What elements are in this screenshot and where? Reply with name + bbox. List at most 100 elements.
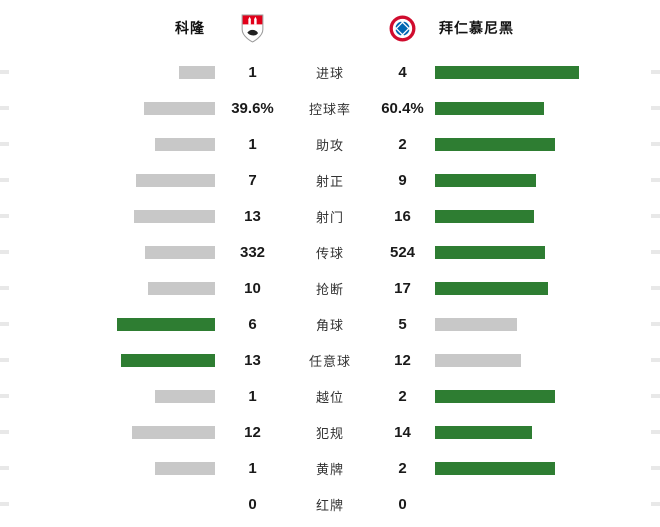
away-stat-value: 524 — [389, 243, 416, 261]
home-stat-value: 7 — [248, 171, 257, 189]
row-edge-right — [651, 358, 660, 362]
stat-label: 红牌 — [315, 497, 344, 513]
home-stat-value: 12 — [244, 423, 261, 441]
row-edge-right — [651, 466, 660, 470]
home-stat-bar — [131, 425, 215, 439]
row-edge-right — [651, 430, 660, 434]
stat-row: 6 角球 5 — [0, 306, 660, 342]
stat-row: 13 射门 16 — [0, 198, 660, 234]
stat-row: 12 犯规 14 — [0, 414, 660, 450]
row-edge-right — [651, 106, 660, 110]
row-edge-left — [0, 250, 9, 254]
home-stat-value: 1 — [248, 63, 257, 81]
row-edge-left — [0, 430, 9, 434]
home-stat-value: 1 — [248, 387, 257, 405]
stat-row: 1 越位 2 — [0, 378, 660, 414]
home-stat-value: 13 — [244, 351, 261, 369]
home-stat-value: 39.6% — [231, 99, 274, 117]
stat-row: 1 进球 4 — [0, 54, 660, 90]
stat-label: 任意球 — [308, 353, 351, 369]
row-edge-left — [0, 394, 9, 398]
home-stat-value: 13 — [244, 207, 261, 225]
home-team-name: 科隆 — [175, 20, 205, 36]
stat-row: 332 传球 524 — [0, 234, 660, 270]
row-edge-right — [651, 142, 660, 146]
home-stat-bar — [145, 245, 215, 259]
stat-label: 越位 — [315, 389, 344, 405]
home-stat-bar — [148, 281, 215, 295]
home-stat-bar — [143, 101, 215, 115]
row-edge-right — [651, 322, 660, 326]
away-stat-value: 2 — [398, 387, 407, 405]
away-stat-value: 60.4% — [381, 99, 424, 117]
row-edge-left — [0, 358, 9, 362]
away-team-name: 拜仁慕尼黑 — [439, 20, 514, 36]
away-stat-value: 14 — [394, 423, 411, 441]
away-stat-value: 5 — [398, 315, 407, 333]
away-stat-value: 12 — [394, 351, 411, 369]
stat-row: 39.6% 控球率 60.4% — [0, 90, 660, 126]
away-stat-value: 16 — [394, 207, 411, 225]
home-stat-bar — [121, 353, 215, 367]
row-edge-left — [0, 286, 9, 290]
stats-rows: 1 进球 4 39.6% 控球率 60.4% — [0, 54, 660, 522]
home-stat-bar — [136, 173, 215, 187]
home-stat-value: 332 — [239, 243, 266, 261]
stat-label: 黄牌 — [315, 461, 344, 477]
row-edge-left — [0, 106, 9, 110]
stats-header: 科隆 — [0, 2, 660, 54]
away-stat-bar — [435, 65, 579, 79]
away-stat-value: 17 — [394, 279, 411, 297]
away-stat-value: 0 — [398, 495, 407, 513]
stat-row: 7 射正 9 — [0, 162, 660, 198]
row-edge-right — [651, 214, 660, 218]
row-edge-left — [0, 142, 9, 146]
row-edge-right — [651, 286, 660, 290]
row-edge-left — [0, 322, 9, 326]
stat-label: 控球率 — [308, 101, 351, 117]
stat-row: 1 黄牌 2 — [0, 450, 660, 486]
away-stat-bar — [435, 425, 532, 439]
home-stat-value: 0 — [248, 495, 257, 513]
away-stat-bar — [435, 209, 535, 223]
home-stat-bar — [179, 65, 215, 79]
away-stat-bar — [435, 317, 517, 331]
away-stat-value: 4 — [398, 63, 407, 81]
row-edge-left — [0, 214, 9, 218]
away-stat-value: 2 — [398, 459, 407, 477]
row-edge-right — [651, 502, 660, 506]
row-edge-left — [0, 178, 9, 182]
stat-row: 10 抢断 17 — [0, 270, 660, 306]
away-stat-bar — [435, 281, 549, 295]
home-stat-value: 6 — [248, 315, 257, 333]
home-stat-value: 1 — [248, 459, 257, 477]
row-edge-left — [0, 70, 9, 74]
row-edge-left — [0, 502, 9, 506]
away-stat-value: 9 — [398, 171, 407, 189]
away-stat-bar — [435, 245, 546, 259]
stat-label: 犯规 — [315, 425, 344, 441]
stat-label: 传球 — [315, 245, 344, 261]
away-stat-value: 2 — [398, 135, 407, 153]
stat-label: 射正 — [315, 173, 344, 189]
row-edge-right — [651, 250, 660, 254]
row-edge-right — [651, 178, 660, 182]
home-stat-bar — [116, 317, 215, 331]
stat-label: 抢断 — [315, 281, 344, 297]
bayern-logo — [389, 15, 416, 42]
away-stat-bar — [435, 137, 555, 151]
stat-row: 0 红牌 0 — [0, 486, 660, 522]
stat-label: 进球 — [315, 65, 344, 81]
stat-label: 助攻 — [315, 137, 344, 153]
row-edge-right — [651, 70, 660, 74]
home-stat-bar — [134, 209, 215, 223]
home-stat-value: 1 — [248, 135, 257, 153]
stat-label: 角球 — [315, 317, 344, 333]
home-stat-bar — [155, 137, 215, 151]
stat-label: 射门 — [315, 209, 344, 225]
koeln-logo — [240, 14, 265, 43]
away-stat-bar — [435, 389, 555, 403]
stat-row: 13 任意球 12 — [0, 342, 660, 378]
home-stat-bar — [155, 461, 215, 475]
